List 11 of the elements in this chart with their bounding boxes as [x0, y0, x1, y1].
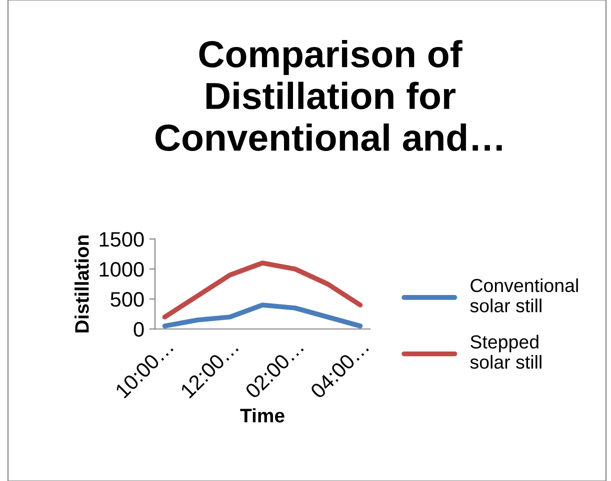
y-tick-label: 1000	[100, 262, 144, 277]
y-tick-label: 0	[134, 322, 144, 337]
x-axis-title: Time	[240, 408, 284, 422]
line-series	[162, 302, 363, 328]
legend-label: Stepped solar still	[470, 334, 542, 369]
y-axis-title: Distillation	[74, 236, 89, 332]
chart-title: Comparison of Distillation for Conventional and…	[156, 40, 502, 152]
line-series	[162, 260, 363, 320]
legend-label: Conventional solar still	[470, 278, 578, 312]
y-tick-label: 1500	[100, 232, 144, 247]
y-tick-label: 500	[110, 292, 144, 307]
